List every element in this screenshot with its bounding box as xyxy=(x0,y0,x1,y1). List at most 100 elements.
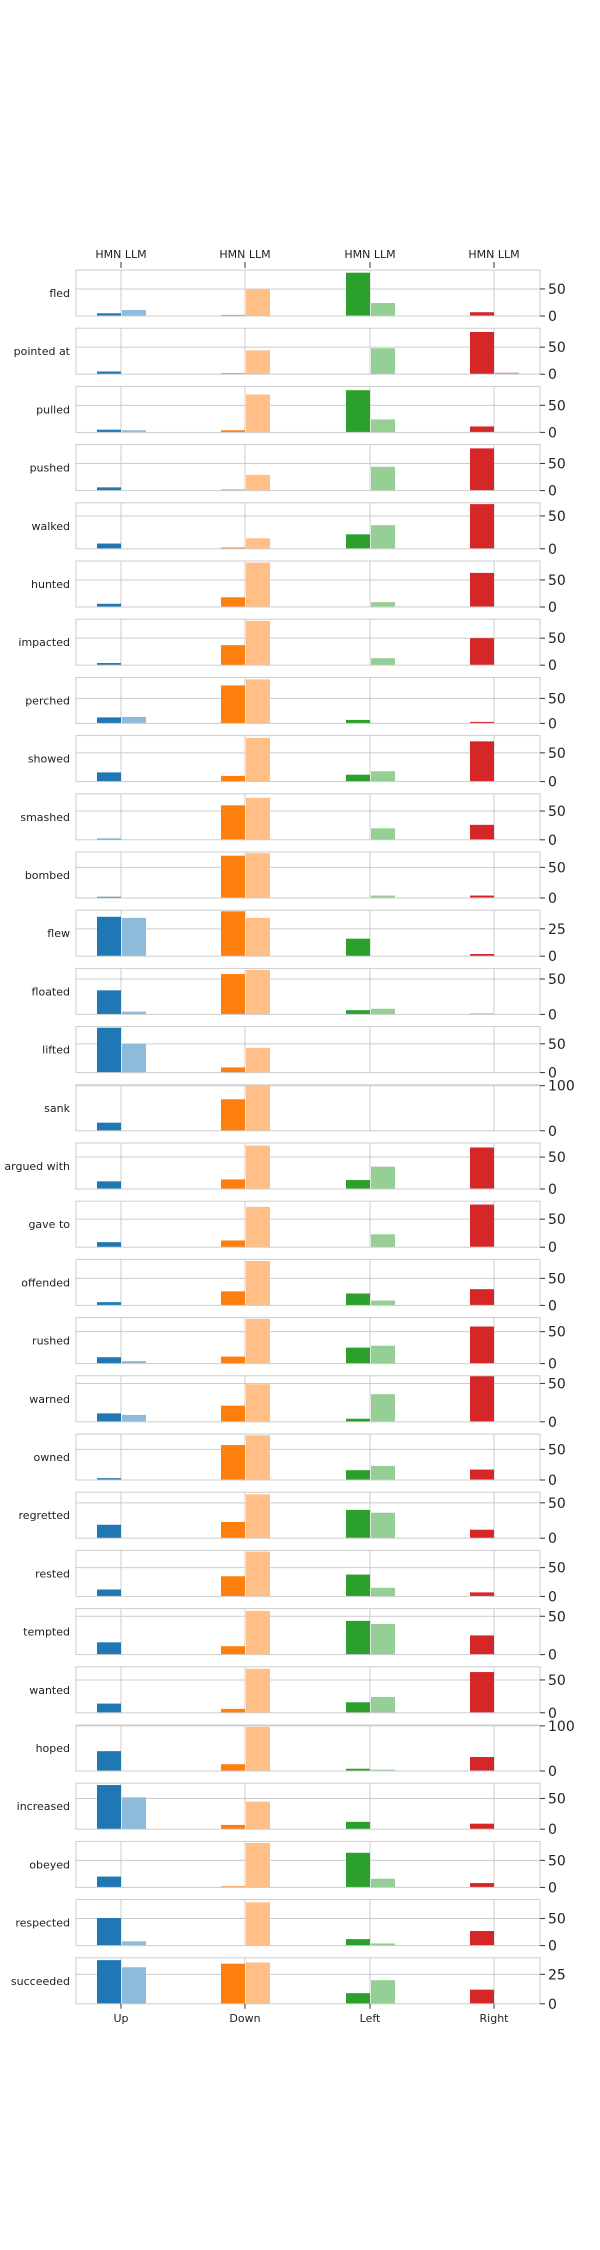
ytick-label-rested-0: 0 xyxy=(548,1589,557,1605)
ytick-label-increased-50: 50 xyxy=(548,1792,566,1808)
row-label-flew: flew xyxy=(47,927,70,940)
bar-hmn-walked-down xyxy=(221,547,245,549)
bar-hmn-floated-left xyxy=(346,1010,370,1015)
row-label-pushed: pushed xyxy=(30,462,70,475)
bar-llm-succeeded-up xyxy=(122,1967,146,2004)
bar-hmn-obeyed-left xyxy=(346,1852,370,1888)
ytick-label-rushed-0: 0 xyxy=(548,1357,557,1373)
bar-llm-rested-left xyxy=(371,1587,395,1597)
panel-frame-warned xyxy=(75,1375,541,1423)
bar-llm-tempted-left xyxy=(371,1623,395,1655)
panel-frame-impacted xyxy=(75,618,541,666)
ytick-label-pulled-50: 50 xyxy=(548,398,566,414)
bar-hmn-warned-up xyxy=(97,1413,121,1422)
ytick-label-argued-with-0: 0 xyxy=(548,1182,557,1198)
bar-llm-hoped-down xyxy=(246,1726,270,1771)
bar-hmn-rushed-left xyxy=(346,1347,370,1364)
ytick-label-walked-0: 0 xyxy=(548,542,557,558)
bar-llm-owned-left xyxy=(371,1465,395,1480)
bar-hmn-pointed-at-down xyxy=(221,373,245,375)
bar-hmn-wanted-left xyxy=(346,1702,370,1713)
panel-frame-perched xyxy=(75,676,541,724)
bar-hmn-argued-with-right xyxy=(470,1147,494,1189)
panel-frame-smashed xyxy=(75,793,541,841)
ytick-label-walked-50: 50 xyxy=(548,509,566,525)
row-label-offended: offended xyxy=(21,1276,70,1289)
bar-hmn-sank-down xyxy=(221,1099,245,1131)
ytick-label-owned-50: 50 xyxy=(548,1442,566,1458)
row-label-walked: walked xyxy=(31,520,70,533)
ytick-label-hoped-100: 100 xyxy=(548,1719,575,1735)
bar-llm-respected-up xyxy=(122,1941,146,1946)
bar-hmn-regretted-right xyxy=(470,1529,494,1539)
bar-hmn-smashed-down xyxy=(221,805,245,840)
row-label-smashed: smashed xyxy=(20,811,70,824)
bar-hmn-pulled-up xyxy=(97,429,121,433)
bar-llm-increased-down xyxy=(246,1801,270,1830)
bar-llm-pulled-down xyxy=(246,394,270,433)
bar-hmn-walked-right xyxy=(470,504,494,549)
ytick-label-impacted-50: 50 xyxy=(548,631,566,647)
ytick-label-wanted-0: 0 xyxy=(548,1706,557,1722)
panel-frame-lifted xyxy=(75,1026,541,1074)
bar-hmn-pushed-up xyxy=(97,487,121,491)
bar-llm-perched-down xyxy=(246,679,270,724)
bar-hmn-warned-left xyxy=(346,1418,370,1422)
top-series-label-down: HMN LLM xyxy=(219,248,270,261)
bar-hmn-rushed-down xyxy=(221,1356,245,1364)
bar-llm-warned-up xyxy=(122,1414,146,1422)
ytick-label-argued-with-50: 50 xyxy=(548,1150,566,1166)
bar-llm-fled-up xyxy=(122,310,146,316)
ytick-label-pulled-0: 0 xyxy=(548,425,557,441)
row-label-pointed-at: pointed at xyxy=(14,345,71,358)
bar-hmn-succeeded-up xyxy=(97,1960,121,2004)
bar-hmn-gave-to-up xyxy=(97,1242,121,1248)
row-label-succeeded: succeeded xyxy=(11,1975,70,1988)
bar-llm-hoped-left xyxy=(371,1769,395,1771)
ytick-label-tempted-0: 0 xyxy=(548,1648,557,1664)
bar-hmn-pushed-down xyxy=(221,489,245,491)
panel-frame-pushed xyxy=(75,444,541,492)
bar-llm-floated-up xyxy=(122,1011,146,1015)
bar-hmn-hoped-left xyxy=(346,1768,370,1771)
bar-hmn-hunted-down xyxy=(221,597,245,607)
bar-hmn-wanted-up xyxy=(97,1703,121,1713)
ytick-label-owned-0: 0 xyxy=(548,1473,557,1489)
bar-hmn-walked-left xyxy=(346,534,370,549)
bar-llm-lifted-down xyxy=(246,1047,270,1073)
ytick-label-showed-0: 0 xyxy=(548,775,557,791)
bar-llm-respected-down xyxy=(246,1902,270,1946)
bar-llm-lifted-up xyxy=(122,1043,146,1073)
xtick-label-left: Left xyxy=(360,2012,381,2025)
ytick-label-tempted-50: 50 xyxy=(548,1609,566,1625)
xtick-label-up: Up xyxy=(113,2012,128,2025)
ytick-label-lifted-50: 50 xyxy=(548,1037,566,1053)
bar-llm-succeeded-down xyxy=(246,1962,270,2004)
bar-hmn-offended-left xyxy=(346,1293,370,1306)
bar-llm-smashed-left xyxy=(371,828,395,840)
panel-frame-gave-to xyxy=(75,1200,541,1248)
bar-llm-offended-left xyxy=(371,1300,395,1306)
ytick-label-fled-0: 0 xyxy=(548,309,557,325)
panel-frame-flew xyxy=(75,909,541,957)
bar-hmn-bombed-down xyxy=(221,855,245,898)
bar-llm-perched-up xyxy=(122,716,146,724)
ytick-label-hunted-50: 50 xyxy=(548,573,566,589)
bar-llm-walked-left xyxy=(371,525,395,549)
bar-llm-pushed-left xyxy=(371,466,395,491)
bar-hmn-floated-down xyxy=(221,974,245,1015)
bar-llm-warned-left xyxy=(371,1394,395,1422)
bar-hmn-respected-right xyxy=(470,1930,494,1946)
bar-hmn-smashed-up xyxy=(97,838,121,840)
bar-hmn-lifted-down xyxy=(221,1067,245,1073)
bar-llm-regretted-left xyxy=(371,1512,395,1539)
bar-llm-impacted-left xyxy=(371,658,395,666)
bar-llm-walked-down xyxy=(246,538,270,549)
bar-llm-wanted-down xyxy=(246,1668,270,1713)
bar-hmn-bombed-up xyxy=(97,896,121,898)
ytick-label-perched-0: 0 xyxy=(548,716,557,732)
bar-hmn-perched-up xyxy=(97,717,121,724)
bar-llm-pulled-left xyxy=(371,419,395,433)
panel-frame-floated xyxy=(75,967,541,1015)
row-label-floated: floated xyxy=(32,985,70,998)
